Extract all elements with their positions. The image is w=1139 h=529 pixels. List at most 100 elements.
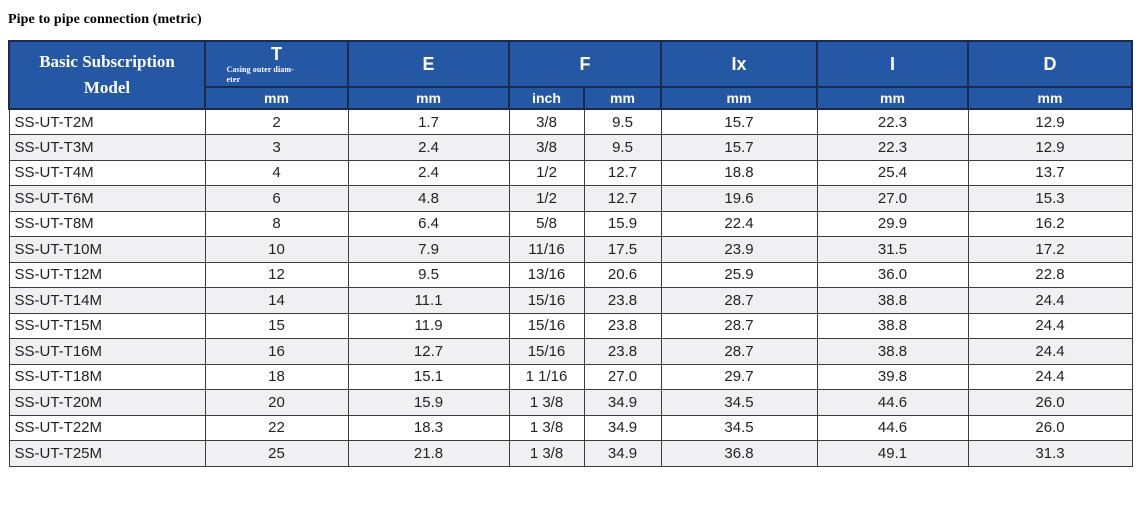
cell-value: 17.5 bbox=[583, 236, 662, 263]
column-header-e: E bbox=[347, 40, 510, 88]
table-row: SS-UT-T22M 22 18.3 1 3/8 34.9 34.5 44.6 26.0 bbox=[8, 414, 1133, 441]
cell-value: 22.3 bbox=[816, 108, 969, 135]
cell-value: 27.0 bbox=[816, 185, 969, 212]
cell-model: SS-UT-T16M bbox=[8, 338, 206, 365]
table-row: SS-UT-T16M 16 12.7 15/16 23.8 28.7 38.8 24.4 bbox=[8, 338, 1133, 365]
cell-value: 13/16 bbox=[508, 261, 585, 288]
cell-value: 39.8 bbox=[816, 363, 969, 390]
table-row: SS-UT-T15M 15 11.9 15/16 23.8 28.7 38.8 24.4 bbox=[8, 312, 1133, 339]
column-header-model: Basic Subscription Model bbox=[8, 40, 206, 110]
cell-value: 7.9 bbox=[347, 236, 510, 263]
cell-value: 2.4 bbox=[347, 159, 510, 186]
cell-value: 3/8 bbox=[508, 134, 585, 161]
cell-value: 36.0 bbox=[816, 261, 969, 288]
cell-value: 1 1/16 bbox=[508, 363, 585, 390]
cell-model: SS-UT-T15M bbox=[8, 312, 206, 339]
cell-value: 1/2 bbox=[508, 159, 585, 186]
cell-value: 15.7 bbox=[660, 134, 818, 161]
cell-value: 11.1 bbox=[347, 287, 510, 314]
cell-model: SS-UT-T20M bbox=[8, 389, 206, 416]
f-label: F bbox=[579, 53, 591, 74]
cell-value: 26.0 bbox=[967, 414, 1133, 441]
table-row: SS-UT-T10M 10 7.9 11/16 17.5 23.9 31.5 17.2 bbox=[8, 236, 1133, 263]
cell-value: 15.3 bbox=[967, 185, 1133, 212]
unit-i: mm bbox=[816, 86, 969, 110]
cell-value: 25.9 bbox=[660, 261, 818, 288]
model-header-line1: Basic Subscription bbox=[39, 51, 175, 71]
cell-value: 24.4 bbox=[967, 287, 1133, 314]
cell-value: 11.9 bbox=[347, 312, 510, 339]
unit-d: mm bbox=[967, 86, 1133, 110]
cell-value: 11/16 bbox=[508, 236, 585, 263]
column-header-i: I bbox=[816, 40, 969, 88]
cell-value: 31.5 bbox=[816, 236, 969, 263]
cell-value: 24.4 bbox=[967, 338, 1133, 365]
cell-value: 17.2 bbox=[967, 236, 1133, 263]
unit-f-mm: mm bbox=[583, 86, 662, 110]
cell-value: 22.8 bbox=[967, 261, 1133, 288]
t-sublabel-line2: eter bbox=[226, 75, 241, 84]
ix-label: Ix bbox=[731, 53, 747, 74]
cell-value: 23.8 bbox=[583, 287, 662, 314]
cell-value: 44.6 bbox=[816, 414, 969, 441]
cell-value: 24.4 bbox=[967, 363, 1133, 390]
cell-value: 15/16 bbox=[508, 312, 585, 339]
table-row: SS-UT-T12M 12 9.5 13/16 20.6 25.9 36.0 22.8 bbox=[8, 261, 1133, 288]
cell-value: 36.8 bbox=[660, 440, 818, 467]
header-row-units: mm mm inch mm mm mm mm bbox=[9, 86, 1133, 110]
cell-value: 14 bbox=[204, 287, 349, 314]
cell-value: 21.8 bbox=[347, 440, 510, 467]
cell-value: 26.0 bbox=[967, 389, 1133, 416]
unit-t: mm bbox=[204, 86, 349, 110]
table-row: SS-UT-T25M 25 21.8 1 3/8 34.9 36.8 49.1 31.3 bbox=[8, 440, 1133, 467]
unit-e: mm bbox=[347, 86, 510, 110]
cell-value: 18 bbox=[204, 363, 349, 390]
cell-model: SS-UT-T3M bbox=[8, 134, 206, 161]
cell-value: 23.9 bbox=[660, 236, 818, 263]
cell-value: 15.7 bbox=[660, 108, 818, 135]
cell-value: 12.7 bbox=[583, 185, 662, 212]
column-header-t: T Casing outer diam- eter bbox=[204, 40, 349, 88]
cell-value: 12.7 bbox=[583, 159, 662, 186]
column-header-f: F bbox=[508, 40, 662, 88]
table-row: SS-UT-T14M 14 11.1 15/16 23.8 28.7 38.8 24.4 bbox=[8, 287, 1133, 314]
cell-value: 16 bbox=[204, 338, 349, 365]
cell-model: SS-UT-T18M bbox=[8, 363, 206, 390]
cell-value: 3 bbox=[204, 134, 349, 161]
cell-value: 1 3/8 bbox=[508, 414, 585, 441]
cell-value: 9.5 bbox=[583, 134, 662, 161]
cell-model: SS-UT-T10M bbox=[8, 236, 206, 263]
cell-value: 2.4 bbox=[347, 134, 510, 161]
page: Pipe to pipe connection (metric) Basic S… bbox=[8, 12, 1133, 467]
cell-value: 4.8 bbox=[347, 185, 510, 212]
cell-value: 27.0 bbox=[583, 363, 662, 390]
cell-value: 23.8 bbox=[583, 338, 662, 365]
cell-model: SS-UT-T12M bbox=[8, 261, 206, 288]
unit-f-inch: inch bbox=[508, 86, 585, 110]
cell-value: 15.9 bbox=[583, 210, 662, 237]
column-header-d: D bbox=[967, 40, 1133, 88]
cell-value: 8 bbox=[204, 210, 349, 237]
table-row: SS-UT-T18M 18 15.1 1 1/16 27.0 29.7 39.8 24.4 bbox=[8, 363, 1133, 390]
table-row: SS-UT-T6M 6 4.8 1/2 12.7 19.6 27.0 15.3 bbox=[8, 185, 1133, 212]
d-label: D bbox=[1043, 53, 1057, 74]
cell-value: 31.3 bbox=[967, 440, 1133, 467]
model-header-line2: Model bbox=[83, 78, 131, 97]
cell-value: 15 bbox=[204, 312, 349, 339]
cell-value: 1 3/8 bbox=[508, 389, 585, 416]
column-header-ix: Ix bbox=[660, 40, 818, 88]
cell-value: 15/16 bbox=[508, 338, 585, 365]
cell-value: 12.7 bbox=[347, 338, 510, 365]
cell-value: 12 bbox=[204, 261, 349, 288]
cell-value: 6.4 bbox=[347, 210, 510, 237]
cell-value: 2 bbox=[204, 108, 349, 135]
cell-value: 13.7 bbox=[967, 159, 1133, 186]
cell-value: 12.9 bbox=[967, 134, 1133, 161]
cell-value: 20.6 bbox=[583, 261, 662, 288]
cell-value: 12.9 bbox=[967, 108, 1133, 135]
cell-value: 16.2 bbox=[967, 210, 1133, 237]
cell-value: 9.5 bbox=[347, 261, 510, 288]
cell-value: 22.3 bbox=[816, 134, 969, 161]
cell-value: 29.9 bbox=[816, 210, 969, 237]
cell-value: 18.8 bbox=[660, 159, 818, 186]
